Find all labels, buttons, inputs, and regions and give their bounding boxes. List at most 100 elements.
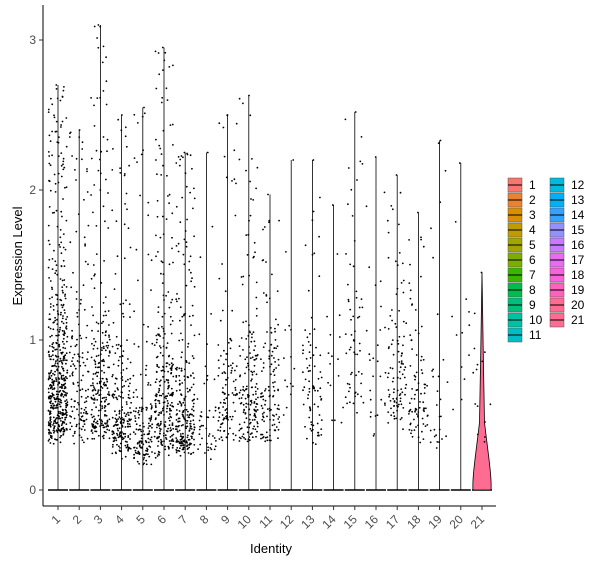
data-point (156, 455, 159, 457)
data-point (160, 411, 163, 413)
data-point (99, 189, 102, 191)
data-point (76, 312, 78, 314)
data-point (53, 380, 55, 382)
data-point (384, 404, 386, 406)
data-point (157, 391, 160, 394)
data-point (244, 412, 247, 415)
data-point (275, 413, 278, 416)
data-point (429, 441, 432, 444)
data-point (223, 393, 226, 395)
x-tick-label: 19 (425, 512, 445, 532)
data-point (75, 425, 78, 428)
data-point (331, 204, 334, 206)
data-point (231, 180, 233, 182)
data-point (116, 398, 119, 401)
data-point (169, 404, 172, 406)
data-point (129, 447, 132, 450)
data-point (78, 129, 81, 131)
data-point (206, 378, 209, 381)
data-point (158, 453, 161, 456)
data-point (451, 315, 453, 318)
data-point (64, 382, 67, 385)
data-point (183, 368, 186, 371)
data-point (227, 433, 230, 435)
data-point (49, 372, 51, 375)
data-point (108, 437, 111, 440)
data-point (160, 422, 162, 425)
data-point (185, 284, 188, 287)
data-point (224, 409, 227, 412)
data-point (138, 406, 141, 409)
data-point (270, 331, 273, 334)
x-axis: 1 2 3 4 5 6 7 8 9 10 11 12 13 14 15 16 17 18 19 20 21 (43, 505, 496, 532)
data-point (350, 334, 353, 336)
data-point (266, 439, 269, 442)
data-point (50, 97, 52, 100)
data-point (163, 299, 165, 301)
data-point (311, 253, 314, 256)
data-point (117, 364, 120, 367)
data-point (399, 377, 402, 380)
data-point (124, 126, 127, 129)
data-point (260, 433, 263, 436)
data-point (346, 382, 349, 385)
data-point (355, 296, 358, 299)
data-point (162, 233, 165, 236)
data-point (84, 244, 86, 247)
data-point (130, 401, 133, 404)
data-point (423, 387, 426, 389)
data-point (150, 440, 153, 443)
data-point (181, 351, 183, 354)
data-point (256, 388, 259, 390)
data-point (220, 355, 222, 357)
x-tick-label: 12 (277, 512, 297, 532)
data-point (62, 430, 65, 433)
data-point (148, 417, 151, 420)
data-point (49, 377, 52, 380)
data-point (64, 408, 67, 411)
data-point (87, 395, 89, 398)
data-point (102, 345, 105, 348)
legend-item-16: 16 (549, 237, 585, 253)
data-point (242, 321, 245, 324)
data-point (69, 131, 72, 134)
data-point (49, 397, 52, 400)
data-point (481, 360, 484, 363)
data-point (191, 355, 194, 357)
data-point (122, 437, 125, 440)
data-point (75, 298, 78, 300)
data-point (329, 333, 332, 336)
legend-item-1: 1 (507, 177, 536, 193)
data-point (436, 441, 439, 443)
data-point (106, 341, 109, 344)
violin-group-4 (111, 114, 133, 491)
data-point (52, 416, 55, 419)
data-point (423, 392, 426, 395)
data-point (189, 374, 192, 377)
data-point (56, 397, 59, 400)
data-point (86, 170, 88, 173)
data-point (408, 413, 410, 415)
data-point (105, 103, 108, 106)
data-point (234, 410, 237, 412)
data-point (461, 331, 464, 334)
data-point (468, 311, 470, 313)
data-point (435, 404, 438, 406)
data-point (196, 398, 199, 400)
data-point (401, 352, 403, 355)
data-point (54, 319, 57, 322)
data-point (391, 319, 393, 322)
data-point (182, 432, 184, 435)
data-point (106, 428, 109, 431)
data-point (60, 424, 63, 427)
data-point (417, 382, 420, 384)
data-point (50, 435, 53, 438)
data-point (141, 446, 143, 449)
data-point (175, 368, 178, 371)
data-point (225, 176, 228, 179)
data-point (422, 358, 425, 361)
data-point (183, 375, 186, 378)
data-point (116, 255, 119, 258)
data-point (65, 406, 68, 409)
data-point (90, 413, 93, 416)
